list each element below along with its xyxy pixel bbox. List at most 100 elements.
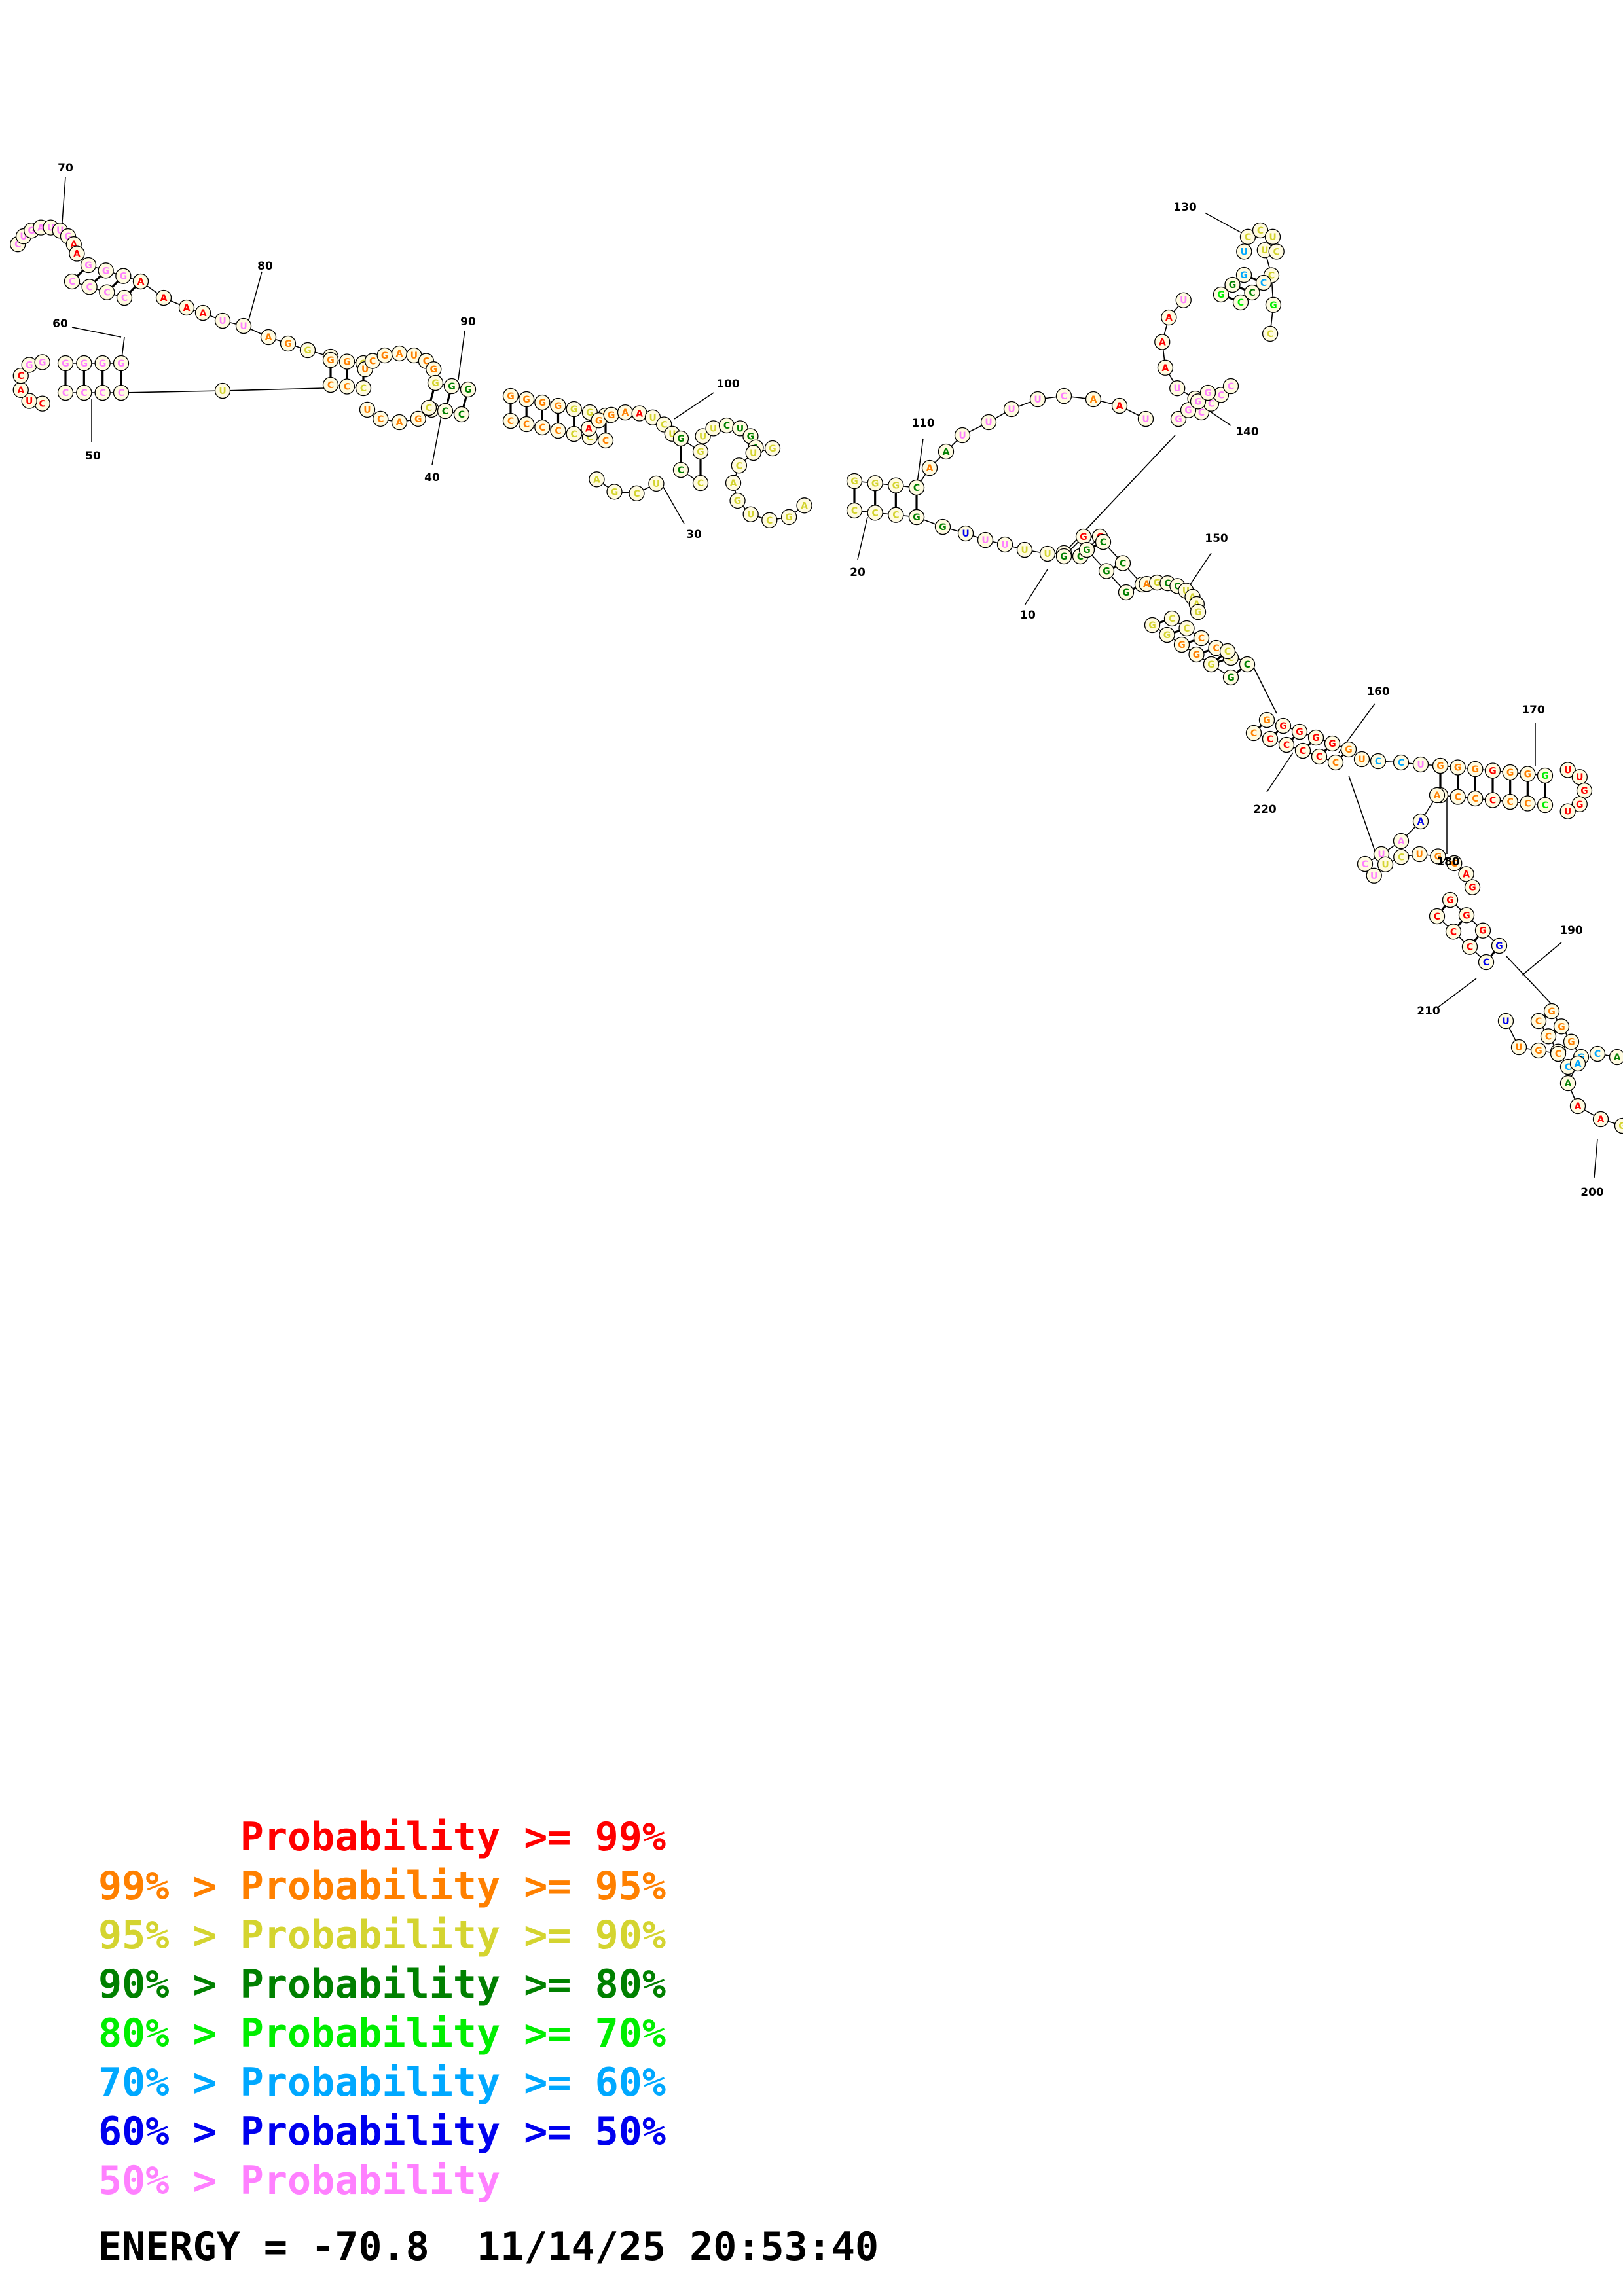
nucleotide-letter: C: [69, 277, 75, 287]
nucleotide-circle: [1464, 879, 1481, 895]
nucleotide-letter: U: [747, 510, 754, 520]
position-tick: [71, 327, 122, 338]
nucleotide-letter: G: [586, 408, 594, 418]
nucleotide-letter: G: [1548, 1007, 1556, 1017]
nucleotide-letter: U: [1377, 850, 1385, 860]
nucleotide-letter: C: [1164, 579, 1171, 589]
nucleotide-circle: [1520, 795, 1536, 812]
position-label: 110: [911, 417, 935, 430]
nucleotide-circle: [1029, 391, 1046, 408]
legend-row: 99% > Probability >= 95%: [98, 1863, 666, 1909]
nucleotide-letter: A: [160, 293, 168, 304]
nucleotide-letter: G: [343, 357, 351, 368]
nucleotide-letter: C: [39, 399, 46, 410]
nucleotide-letter: U: [240, 321, 247, 332]
nucleotide-letter: G: [1184, 406, 1192, 416]
position-label: 20: [850, 566, 866, 579]
nucleotide-circle: [1412, 813, 1429, 830]
nucleotide-letter: C: [571, 429, 577, 440]
nucleotide-letter: G: [64, 232, 72, 242]
nucleotide-letter: U: [1417, 760, 1424, 770]
nucleotide-circle: [1450, 789, 1466, 805]
nucleotide-letter: U: [981, 535, 989, 546]
nucleotide-letter: G: [1083, 545, 1091, 556]
nucleotide-letter: A: [1165, 313, 1173, 323]
nucleotide-circle: [1222, 378, 1239, 395]
position-labels: 10 20 30 40 50 60 70 80 90 100 110 130 140 150 160 170 1…: [52, 162, 1604, 1199]
position-tick: [857, 516, 868, 560]
nucleotide-circle: [57, 355, 74, 372]
nucleotide-letter: A: [17, 386, 24, 396]
nucleotide-letter: C: [1300, 746, 1306, 757]
nucleotide-circle: [1169, 380, 1186, 397]
nucleotide-letter: C: [1198, 634, 1205, 644]
nucleotide-letter: C: [377, 414, 384, 425]
nucleotide-circle: [1327, 754, 1344, 771]
nucleotide-letter: A: [1090, 395, 1097, 405]
nucleotide-letter: C: [1398, 758, 1404, 768]
nucleotide-letter: C: [602, 436, 609, 446]
nucleotide-letter: C: [369, 357, 376, 367]
nucleotide-circle: [1366, 867, 1382, 884]
nucleotide-letter: A: [137, 277, 145, 287]
nucleotide-letter: G: [1217, 290, 1225, 300]
nucleotide-circle: [99, 284, 115, 300]
nucleotide-letter: G: [1175, 414, 1182, 425]
nucleotide-letter: C: [1450, 927, 1457, 937]
nucleotide-letter: G: [327, 355, 335, 366]
nucleotide-letter: U: [26, 397, 33, 407]
nucleotide-circle: [391, 414, 408, 431]
nucleotide-letter: U: [1001, 540, 1008, 550]
nucleotide-letter: G: [414, 414, 422, 425]
nucleotide-letter: G: [84, 260, 92, 271]
nucleotide-circle: [1559, 803, 1576, 819]
nucleotide-letter: G: [1103, 567, 1110, 577]
nucleotide-letter: G: [1558, 1022, 1565, 1032]
nucleotide-circle: [729, 492, 746, 509]
nucleotide-circle: [731, 457, 747, 474]
nucleotide-circle: [1275, 717, 1292, 734]
nucleotide-circle: [1098, 563, 1115, 579]
nucleotide-letter: C: [62, 388, 69, 399]
position-label: 90: [460, 315, 476, 329]
nucleotide-circle: [1163, 610, 1180, 627]
nucleotide-letter: C: [121, 293, 128, 304]
nucleotide-circle: [1235, 266, 1252, 283]
nucleotide-letter: G: [1227, 673, 1235, 683]
nucleotide-circle: [64, 273, 81, 290]
nucleotide-letter: G: [99, 359, 107, 369]
nucleotide-letter: G: [1194, 607, 1202, 618]
nucleotide-letter: G: [570, 404, 578, 415]
nucleotide-circle: [1173, 636, 1190, 653]
legend-row: 50% > Probability: [98, 2158, 501, 2204]
position-tick: [1594, 1138, 1598, 1179]
energy-timestamp: ENERGY = -70.8 11/14/25 20:53:40: [98, 2224, 879, 2270]
nucleotide-letter: A: [636, 409, 643, 420]
nucleotide-letter: U: [710, 423, 717, 434]
nucleotide-circle: [338, 353, 356, 370]
nucleotide-letter: G: [1312, 733, 1320, 744]
nucleotide-letter: C: [1565, 1062, 1571, 1073]
nucleotide-circle: [725, 475, 742, 491]
nucleotide-circle: [1262, 730, 1279, 747]
nucleotide-circle: [1530, 1042, 1547, 1059]
position-label: 150: [1205, 532, 1228, 545]
nucleotide-letter: C: [14, 240, 21, 250]
nucleotide-letter: U: [962, 529, 969, 539]
nucleotide-circle: [116, 289, 133, 306]
nucleotide-circle: [1239, 228, 1256, 245]
nucleotide-letter: C: [327, 380, 334, 391]
backbone-segment: [1250, 660, 1277, 714]
nucleotide-circle: [1484, 762, 1501, 779]
nucleotide-letter: G: [507, 391, 515, 402]
nucleotide-circle: [1161, 309, 1177, 326]
nucleotide-letter: A: [70, 240, 77, 250]
nucleotide-letter: G: [62, 359, 69, 369]
nucleotide-letter: C: [1273, 247, 1280, 257]
nucleotide-circle: [1193, 630, 1210, 647]
position-label: 60: [52, 317, 68, 331]
nucleotide-letter: C: [1249, 288, 1255, 298]
nucleotide-letter: G: [1535, 1046, 1542, 1056]
nucleotide-letter: U: [1142, 414, 1149, 425]
nucleotide-circle: [1157, 359, 1174, 376]
